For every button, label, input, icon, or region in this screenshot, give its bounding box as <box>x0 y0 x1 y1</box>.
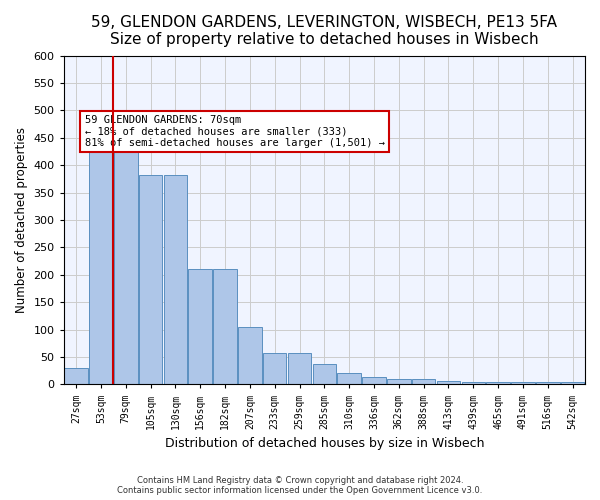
Text: 59 GLENDON GARDENS: 70sqm
← 18% of detached houses are smaller (333)
81% of semi: 59 GLENDON GARDENS: 70sqm ← 18% of detac… <box>85 114 385 148</box>
Bar <box>263 353 286 384</box>
Bar <box>437 380 460 384</box>
Bar <box>561 382 584 384</box>
Bar <box>387 379 410 384</box>
X-axis label: Distribution of detached houses by size in Wisbech: Distribution of detached houses by size … <box>164 437 484 450</box>
Bar <box>164 175 187 384</box>
Bar <box>64 368 88 384</box>
Text: Contains HM Land Registry data © Crown copyright and database right 2024.
Contai: Contains HM Land Registry data © Crown c… <box>118 476 482 495</box>
Bar <box>139 175 163 384</box>
Bar <box>313 364 336 384</box>
Bar <box>461 382 485 384</box>
Bar <box>188 270 212 384</box>
Bar <box>114 112 137 384</box>
Bar <box>511 382 535 384</box>
Bar <box>362 378 386 384</box>
Bar <box>536 382 560 384</box>
Bar <box>238 327 262 384</box>
Title: 59, GLENDON GARDENS, LEVERINGTON, WISBECH, PE13 5FA
Size of property relative to: 59, GLENDON GARDENS, LEVERINGTON, WISBEC… <box>91 15 557 48</box>
Bar <box>213 270 237 384</box>
Y-axis label: Number of detached properties: Number of detached properties <box>15 127 28 313</box>
Bar <box>337 374 361 384</box>
Bar <box>487 382 510 384</box>
Bar <box>89 124 113 384</box>
Bar <box>412 379 436 384</box>
Bar <box>288 353 311 384</box>
